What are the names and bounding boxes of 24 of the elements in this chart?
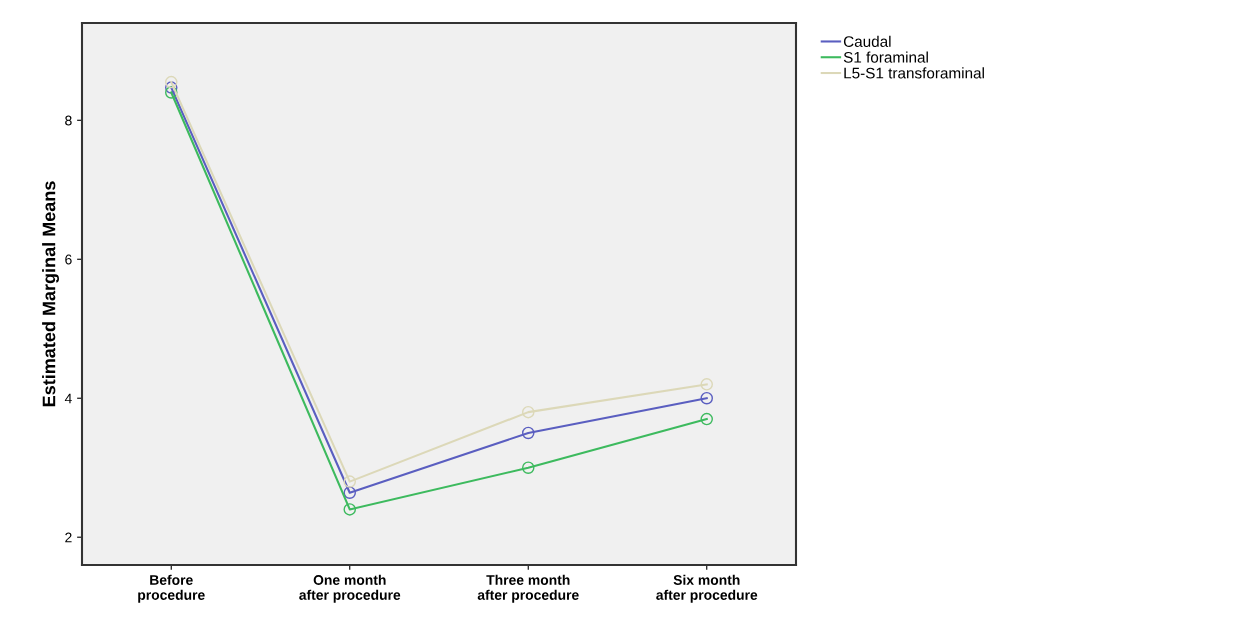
point [164,75,178,89]
point [521,405,535,419]
point [343,503,357,516]
x-tick-label: One month after procedure [299,574,401,603]
y-tick-label: 4 [64,393,72,404]
legend-label: Caudal [843,35,891,47]
point [700,412,714,426]
point [343,486,357,499]
y-tick-label: 6 [65,254,72,265]
point [164,86,178,99]
point [164,81,178,94]
y-tick-label: 2 [65,532,72,543]
y-axis-title: Estimated Marginal Means [42,181,59,407]
point [521,426,535,440]
y-tick-label: 8 [65,115,72,126]
legend-label: L5-S1 transforaminal [844,67,984,79]
point [700,391,714,405]
x-tick-label: Six month after procedure [656,574,758,603]
legend-label: S1 foraminal [843,51,928,63]
x-tick-label: Three month after procedure [477,574,579,603]
point [343,475,357,488]
point [700,378,714,391]
point [521,461,535,474]
x-tick-label: Before procedure [138,574,205,603]
